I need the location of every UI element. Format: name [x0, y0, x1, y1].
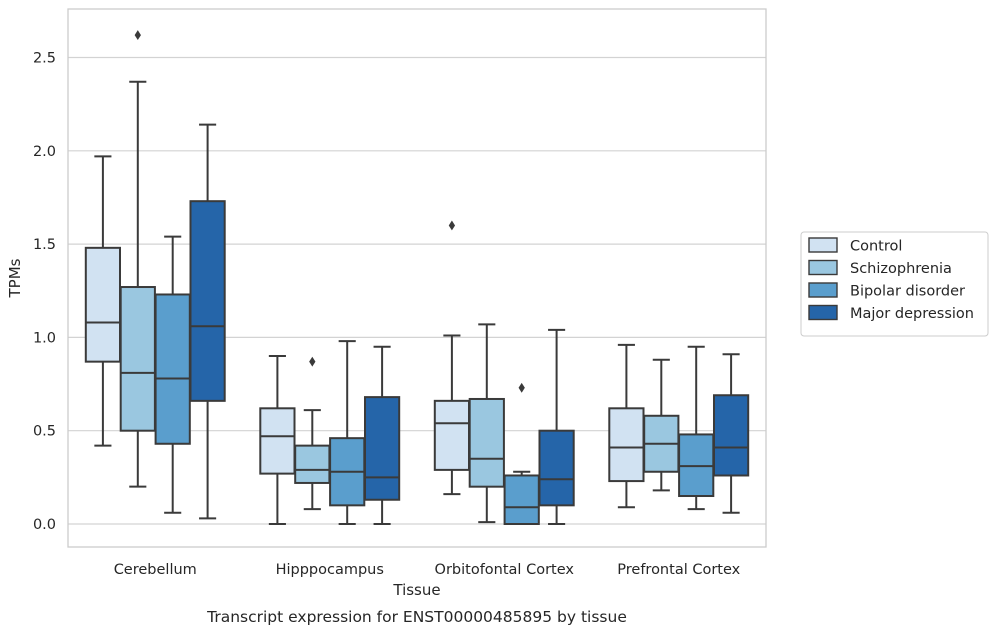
- box-body: [608, 407, 645, 483]
- legend-swatch: [808, 237, 838, 253]
- chart-caption: Transcript expression for ENST0000048589…: [206, 608, 627, 626]
- box-bipolar-disorder: [678, 345, 715, 511]
- legend-swatch: [808, 259, 838, 276]
- y-tick-label: 2.0: [33, 144, 56, 160]
- box-body: [259, 407, 296, 475]
- box-control: [259, 355, 296, 525]
- x-tick-label: Prefrontal Cortex: [617, 562, 740, 578]
- box-control: [608, 343, 645, 509]
- box-control: [433, 220, 471, 496]
- box-body: [189, 200, 226, 402]
- box-body: [538, 429, 575, 507]
- legend-label: Bipolar disorder: [850, 284, 965, 300]
- box-body: [503, 474, 540, 526]
- box-body: [84, 246, 122, 363]
- box-bipolar-disorder: [154, 235, 191, 514]
- box-major-depression: [712, 353, 750, 514]
- box-body: [363, 396, 401, 501]
- box-schizophrenia: [643, 358, 680, 492]
- box-body: [154, 293, 191, 445]
- outlier-marker: [134, 30, 141, 41]
- y-tick-label: 1.5: [33, 237, 56, 253]
- outlier-marker: [448, 220, 456, 231]
- box-body: [294, 444, 331, 484]
- outlier-marker: [309, 356, 316, 367]
- box-bipolar-disorder: [503, 382, 540, 526]
- box-control: [84, 155, 122, 447]
- box-body: [119, 286, 156, 432]
- x-axis-label: Tissue: [392, 581, 440, 599]
- legend-item: Major depression: [808, 304, 974, 322]
- box-schizophrenia: [468, 323, 505, 524]
- y-tick-label: 0.5: [33, 424, 56, 440]
- x-tick-label: Orbitofontal Cortex: [435, 562, 575, 578]
- y-tick-label: 2.5: [33, 51, 56, 67]
- box-body: [433, 399, 471, 471]
- plot-frame: [67, 8, 767, 548]
- box-schizophrenia: [294, 356, 331, 511]
- y-axis-label: TPMs: [6, 258, 24, 298]
- box-series: [84, 30, 750, 526]
- legend-swatch: [808, 282, 838, 298]
- x-tick-label: Hipppocampus: [276, 562, 384, 578]
- y-tick-label: 0.0: [33, 517, 56, 533]
- y-tick-labels: 0.0 0.5 1.0 1.5 2.0 2.5: [33, 51, 56, 534]
- x-tick-labels: Cerebellum Hipppocampus Orbitofontal Corte…: [114, 562, 741, 578]
- outlier-marker: [518, 382, 525, 393]
- legend-label: Schizophrenia: [850, 261, 952, 277]
- legend-label: Control: [850, 239, 902, 255]
- box-schizophrenia: [119, 30, 156, 488]
- legend-frame: [800, 231, 989, 337]
- box-bipolar-disorder: [329, 340, 366, 525]
- legend-item: Schizophrenia: [808, 259, 952, 277]
- box-major-depression: [538, 328, 575, 525]
- x-tick-label: Cerebellum: [114, 562, 197, 578]
- box-major-depression: [363, 345, 401, 525]
- legend-item: Bipolar disorder: [808, 282, 965, 300]
- box-body: [468, 397, 505, 488]
- legend-label: Major depression: [850, 306, 974, 322]
- legend-swatch: [808, 304, 838, 321]
- box-body: [712, 394, 750, 477]
- y-tick-label: 1.0: [33, 330, 56, 346]
- legend: Control Schizophrenia Bipolar disorder Majo…: [800, 231, 989, 337]
- legend-item: Control: [808, 237, 902, 255]
- box-major-depression: [189, 123, 226, 520]
